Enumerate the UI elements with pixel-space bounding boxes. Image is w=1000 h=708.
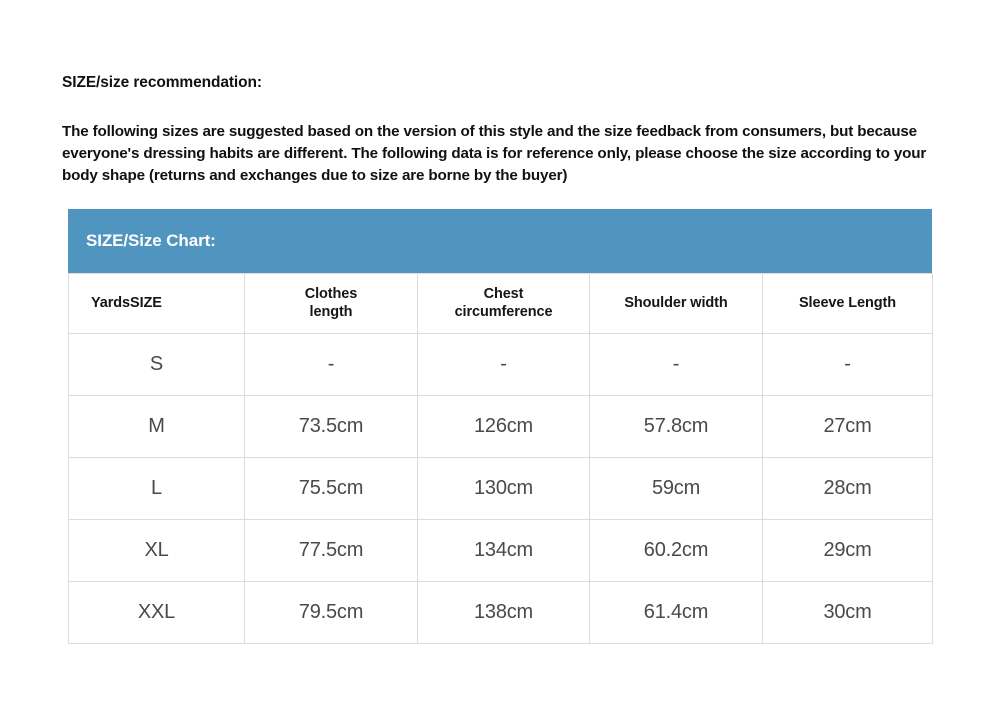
cell-sleeve-length: 27cm <box>762 395 933 458</box>
size-chart-table-container: SIZE/Size Chart: YardsSIZE Clothes lengt… <box>68 209 933 644</box>
size-chart-banner: SIZE/Size Chart: <box>68 209 932 273</box>
cell-sleeve-length: 29cm <box>762 519 933 582</box>
column-header-yards-size: YardsSIZE <box>68 273 245 334</box>
cell-shoulder-width: 60.2cm <box>589 519 763 582</box>
column-header-line-2: circumference <box>454 303 553 320</box>
cell-chest-circumference: 130cm <box>417 457 590 520</box>
table-row: XXL 79.5cm 138cm 61.4cm 30cm <box>68 581 933 644</box>
cell-chest-circumference: 138cm <box>417 581 590 644</box>
cell-chest-circumference: 126cm <box>417 395 590 458</box>
cell-clothes-length: 73.5cm <box>244 395 418 458</box>
cell-shoulder-width: 61.4cm <box>589 581 763 644</box>
intro-block: SIZE/size recommendation: The following … <box>62 74 952 187</box>
cell-clothes-length: - <box>244 333 418 396</box>
size-chart-banner-title: SIZE/Size Chart: <box>86 231 216 250</box>
page-title: SIZE/size recommendation: <box>62 74 262 91</box>
cell-size: XXL <box>68 581 245 644</box>
cell-sleeve-length: - <box>762 333 933 396</box>
table-header: YardsSIZE Clothes length Chest circumfer… <box>68 273 933 334</box>
cell-size: L <box>68 457 245 520</box>
table-body: S - - - - M 73.5cm 126cm 57.8cm 27cm L 7… <box>68 333 933 644</box>
column-header-line-2: length <box>309 303 353 320</box>
table-header-row: YardsSIZE Clothes length Chest circumfer… <box>68 273 933 334</box>
cell-shoulder-width: - <box>589 333 763 396</box>
cell-size: XL <box>68 519 245 582</box>
cell-sleeve-length: 30cm <box>762 581 933 644</box>
column-header-clothes-length: Clothes length <box>244 273 418 334</box>
column-header-shoulder-width: Shoulder width <box>589 273 763 334</box>
column-header-line-1: Sleeve Length <box>798 294 896 311</box>
table-row: M 73.5cm 126cm 57.8cm 27cm <box>68 395 933 458</box>
cell-sleeve-length: 28cm <box>762 457 933 520</box>
cell-chest-circumference: - <box>417 333 590 396</box>
column-header-line-1: Chest <box>483 286 524 303</box>
size-chart-table: YardsSIZE Clothes length Chest circumfer… <box>68 273 933 644</box>
cell-shoulder-width: 59cm <box>589 457 763 520</box>
cell-chest-circumference: 134cm <box>417 519 590 582</box>
cell-shoulder-width: 57.8cm <box>589 395 763 458</box>
column-header-sleeve-length: Sleeve Length <box>762 273 933 334</box>
cell-clothes-length: 75.5cm <box>244 457 418 520</box>
table-row: S - - - - <box>68 333 933 396</box>
cell-clothes-length: 79.5cm <box>244 581 418 644</box>
column-header-line-1: Clothes <box>304 286 358 303</box>
intro-description: The following sizes are suggested based … <box>62 122 927 184</box>
cell-size: M <box>68 395 245 458</box>
column-header-line-1: YardsSIZE <box>91 294 162 311</box>
cell-clothes-length: 77.5cm <box>244 519 418 582</box>
table-row: L 75.5cm 130cm 59cm 28cm <box>68 457 933 520</box>
column-header-chest-circumference: Chest circumference <box>417 273 590 334</box>
table-row: XL 77.5cm 134cm 60.2cm 29cm <box>68 519 933 582</box>
column-header-line-1: Shoulder width <box>624 294 728 311</box>
cell-size: S <box>68 333 245 396</box>
